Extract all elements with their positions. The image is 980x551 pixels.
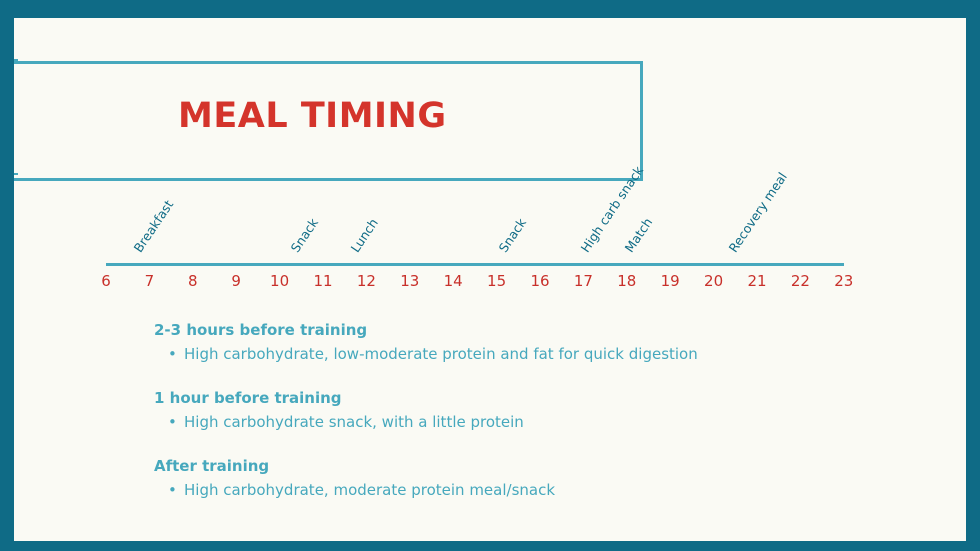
hour-tick-label: 7 xyxy=(144,272,155,290)
note-section: 2-3 hours before training • High carbohyd… xyxy=(154,318,698,366)
bullet-icon: • xyxy=(168,413,177,431)
title-box-bottom-marker xyxy=(14,173,18,175)
hour-tick-label: 13 xyxy=(400,272,420,290)
title-box xyxy=(14,61,643,181)
hour-tick-label: 16 xyxy=(530,272,550,290)
bullet-icon: • xyxy=(168,481,177,499)
hour-tick-label: 21 xyxy=(747,272,767,290)
slide: MEAL TIMING 6 7 8 9 10 11 12 13 14 15 16 17 18 19 20 21… xyxy=(14,18,966,541)
meal-event-label: Lunch xyxy=(347,215,382,255)
note-heading: 2-3 hours before training xyxy=(154,321,368,339)
title-box-top-marker xyxy=(14,59,18,61)
hour-tick-label: 6 xyxy=(101,272,111,290)
note-bullet: • High carbohydrate snack, with a little … xyxy=(154,410,698,434)
hour-tick-label: 8 xyxy=(188,272,198,290)
note-bullet: • High carbohydrate, moderate protein mea… xyxy=(154,478,698,502)
hour-tick-label: 15 xyxy=(487,272,507,290)
hour-tick-label: 23 xyxy=(834,272,854,290)
hour-tick-label: 12 xyxy=(356,272,376,290)
meal-event-label: Match xyxy=(621,214,656,255)
note-heading: 1 hour before training xyxy=(154,389,342,407)
bullet-icon: • xyxy=(168,345,177,363)
note-heading: After training xyxy=(154,457,270,475)
hour-tick-label: 14 xyxy=(443,272,463,290)
note-section: After training • High carbohydrate, moder… xyxy=(154,454,698,502)
hour-tick-label: 17 xyxy=(573,272,593,290)
hour-tick-label: 11 xyxy=(313,272,333,290)
note-bullet-text: High carbohydrate, low-moderate protein … xyxy=(184,345,698,363)
meal-event-label: Snack xyxy=(287,215,321,255)
hour-tick-label: 22 xyxy=(790,272,810,290)
note-bullet-text: High carbohydrate, moderate protein meal… xyxy=(184,481,556,499)
hour-tick-label: 19 xyxy=(660,272,680,290)
timeline-axis xyxy=(106,263,844,266)
meal-event-label: Breakfast xyxy=(130,197,177,255)
meal-event-label: Snack xyxy=(495,215,530,255)
note-bullet-text: High carbohydrate snack, with a little p… xyxy=(184,413,524,431)
hour-tick-label: 10 xyxy=(270,272,290,290)
page-title: MEAL TIMING xyxy=(178,96,447,136)
note-section: 1 hour before training • High carbohydrat… xyxy=(154,386,698,434)
notes-panel: 2-3 hours before training • High carbohyd… xyxy=(154,318,698,522)
hour-tick-label: 20 xyxy=(704,272,724,290)
note-bullet: • High carbohydrate, low-moderate protein… xyxy=(154,342,698,366)
hour-tick-label: 18 xyxy=(617,272,637,290)
hour-tick-label: 9 xyxy=(231,272,241,290)
meal-event-label: Recovery meal xyxy=(725,169,790,255)
